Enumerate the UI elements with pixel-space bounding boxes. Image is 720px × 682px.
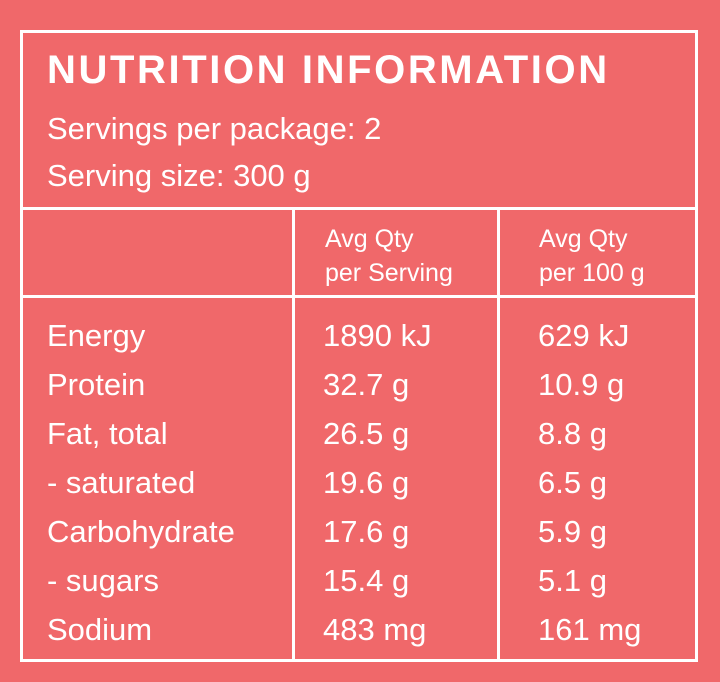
table-row: Sodium 483 mg 161 mg <box>23 605 695 654</box>
panel-title: NUTRITION INFORMATION <box>47 48 610 92</box>
nutrient-name: Sodium <box>47 612 153 647</box>
qty-per-100g: 629 kJ <box>538 318 630 353</box>
column-header-line: Avg Qty <box>539 225 628 253</box>
nutrient-name: - saturated <box>47 465 196 500</box>
nutrient-name: Carbohydrate <box>47 514 235 549</box>
qty-per-100g: 161 mg <box>538 612 642 647</box>
nutrient-table-body: Energy 1890 kJ 629 kJ Protein 32.7 g 10.… <box>23 311 695 654</box>
column-divider <box>292 210 295 662</box>
serving-size: Serving size: 300 g <box>47 158 311 193</box>
column-header-line: per 100 g <box>539 259 645 287</box>
qty-per-serving: 19.6 g <box>323 465 410 500</box>
qty-per-100g: 5.1 g <box>538 563 607 598</box>
qty-per-serving: 26.5 g <box>323 416 410 451</box>
qty-per-serving: 32.7 g <box>323 367 410 402</box>
qty-per-serving: 17.6 g <box>323 514 410 549</box>
table-row: - sugars 15.4 g 5.1 g <box>23 556 695 605</box>
nutrient-name: Energy <box>47 318 146 353</box>
column-header-line: Avg Qty <box>325 225 414 253</box>
qty-per-100g: 5.9 g <box>538 514 607 549</box>
nutrition-panel: NUTRITION INFORMATION Servings per packa… <box>20 30 698 662</box>
table-row: Energy 1890 kJ 629 kJ <box>23 311 695 360</box>
qty-per-100g: 8.8 g <box>538 416 607 451</box>
qty-per-serving: 15.4 g <box>323 563 410 598</box>
column-header-per-serving: Avg Qty per Serving <box>325 222 453 290</box>
table-row: Protein 32.7 g 10.9 g <box>23 360 695 409</box>
column-header-row: Avg Qty per Serving Avg Qty per 100 g <box>23 210 695 298</box>
column-divider <box>497 210 500 662</box>
nutrient-name: - sugars <box>47 563 159 598</box>
table-row: - saturated 19.6 g 6.5 g <box>23 458 695 507</box>
table-row: Carbohydrate 17.6 g 5.9 g <box>23 507 695 556</box>
column-header-per-100g: Avg Qty per 100 g <box>539 222 645 290</box>
nutrient-name: Fat, total <box>47 416 168 451</box>
panel-header: NUTRITION INFORMATION Servings per packa… <box>23 33 695 210</box>
qty-per-100g: 10.9 g <box>538 367 625 402</box>
table-row: Fat, total 26.5 g 8.8 g <box>23 409 695 458</box>
servings-per-package: Servings per package: 2 <box>47 111 382 146</box>
qty-per-100g: 6.5 g <box>538 465 607 500</box>
nutrient-name: Protein <box>47 367 146 402</box>
qty-per-serving: 483 mg <box>323 612 427 647</box>
column-header-line: per Serving <box>325 259 453 287</box>
qty-per-serving: 1890 kJ <box>323 318 432 353</box>
